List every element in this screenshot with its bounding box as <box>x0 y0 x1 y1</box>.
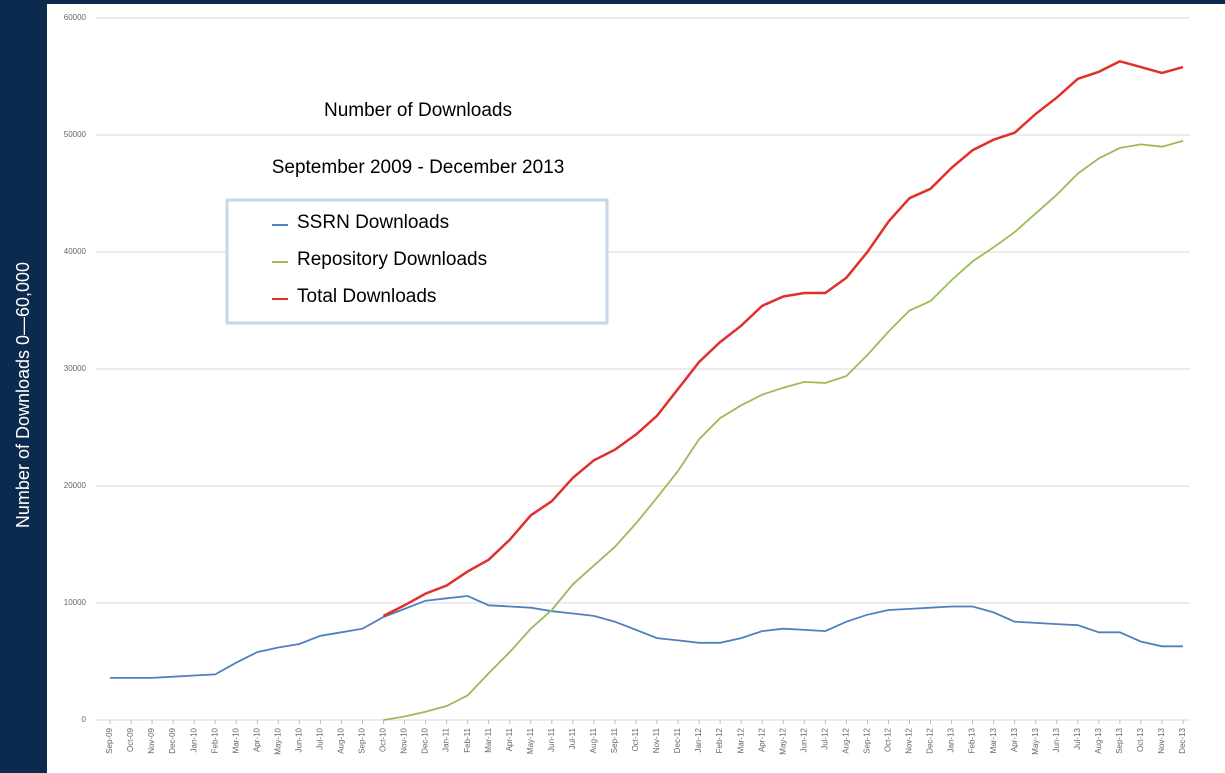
y-axis-label: Number of Downloads 0—60,000 <box>13 262 33 528</box>
x-tick-label: Oct-11 <box>631 727 640 751</box>
y-tick-label: 30000 <box>64 364 87 373</box>
x-tick-label: Feb-10 <box>210 727 219 753</box>
x-tick-label: Dec-09 <box>168 727 177 753</box>
x-tick-label: Oct-12 <box>884 727 893 752</box>
chart-subtitle: September 2009 - December 2013 <box>272 157 565 178</box>
x-tick-label: Jul-12 <box>820 727 829 749</box>
x-tick-label: Jun-13 <box>1052 727 1061 752</box>
x-tick-label: Nov-12 <box>905 727 914 753</box>
legend-label: SSRN Downloads <box>297 212 449 233</box>
x-tick-label: Jan-12 <box>694 727 703 752</box>
x-tick-label: Oct-10 <box>379 727 388 752</box>
x-tick-label: May-13 <box>1031 727 1040 754</box>
x-tick-label: Sep-10 <box>358 727 367 753</box>
x-tick-label: Feb-12 <box>715 727 724 753</box>
x-tick-label: Jan-11 <box>442 727 451 751</box>
series-line <box>382 59 1184 618</box>
x-tick-label: Oct-13 <box>1136 727 1145 752</box>
x-tick-label: Dec-12 <box>926 727 935 753</box>
x-tick-label: Mar-12 <box>736 727 745 753</box>
x-tick-label: Sep-12 <box>863 727 872 753</box>
x-tick-label: May-10 <box>273 727 282 754</box>
y-tick-label: 0 <box>82 715 87 724</box>
x-tick-label: May-11 <box>526 727 535 754</box>
x-tick-label: Feb-11 <box>463 727 472 752</box>
x-tick-label: May-12 <box>778 727 787 754</box>
x-tick-label: Jun-11 <box>547 727 556 751</box>
x-tick-label: Sep-09 <box>105 727 114 753</box>
series-line <box>110 595 1183 679</box>
plot-panel <box>47 4 1225 773</box>
x-tick-label: Nov-09 <box>147 727 156 753</box>
x-tick-label: Mar-13 <box>989 727 998 753</box>
x-tick-label: Apr-10 <box>252 727 261 752</box>
x-tick-label: Jun-12 <box>799 727 808 752</box>
x-tick-label: Dec-11 <box>673 727 682 753</box>
legend-entries: SSRN Downloads Repository Downloads Total … <box>272 212 487 307</box>
x-tick-label: Jul-10 <box>316 727 325 749</box>
series-line <box>383 140 1184 721</box>
x-tick-label: Apr-11 <box>505 727 514 751</box>
x-tick-label: Aug-12 <box>841 727 850 753</box>
x-tick-label: Aug-10 <box>337 727 346 753</box>
y-tick-label: 10000 <box>64 598 87 607</box>
x-tick-label: Mar-10 <box>231 727 240 753</box>
y-tick-label: 40000 <box>64 247 87 256</box>
x-tick-label: Nov-13 <box>1157 727 1166 753</box>
y-tick-label: 20000 <box>64 481 87 490</box>
x-tick-label: Nov-10 <box>400 727 409 753</box>
y-tick-label: 50000 <box>64 130 87 139</box>
legend-label: Total Downloads <box>297 286 436 307</box>
y-tick-label: 60000 <box>64 13 87 22</box>
x-tick-label: Aug-13 <box>1094 727 1103 753</box>
x-tick-label: Apr-13 <box>1010 727 1019 752</box>
x-tick-label: Nov-11 <box>652 727 661 753</box>
x-tick-label: Dec-10 <box>421 727 430 753</box>
plot: 0 10000 20000 30000 40000 50000 60000 Sep-09 Oct… <box>64 13 1190 755</box>
x-tick-label: Sep-13 <box>1115 727 1124 753</box>
legend <box>225 198 609 325</box>
x-tick-label: Oct-09 <box>126 727 135 752</box>
x-tick-label: Jul-13 <box>1073 727 1082 749</box>
chart-title: Number of Downloads <box>324 100 512 121</box>
legend-label: Repository Downloads <box>297 249 487 270</box>
x-tick-label: Aug-11 <box>589 727 598 753</box>
x-tick-label: Jul-11 <box>568 727 577 749</box>
x-tick-label: Jan-13 <box>947 727 956 752</box>
x-tick-label: Sep-11 <box>610 727 619 753</box>
x-tick-label: Apr-12 <box>757 727 766 752</box>
x-tick-label: Feb-13 <box>968 727 977 753</box>
x-tick-label: Jun-10 <box>294 727 303 752</box>
x-tick-label: Mar-11 <box>484 727 493 752</box>
x-tick-label: Dec-13 <box>1178 727 1187 753</box>
x-tick-label: Jan-10 <box>189 727 198 752</box>
